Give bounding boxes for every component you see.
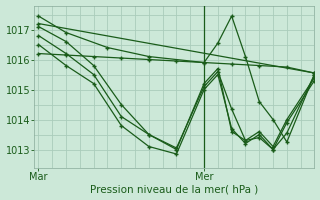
X-axis label: Pression niveau de la mer( hPa ): Pression niveau de la mer( hPa ) [90, 184, 259, 194]
